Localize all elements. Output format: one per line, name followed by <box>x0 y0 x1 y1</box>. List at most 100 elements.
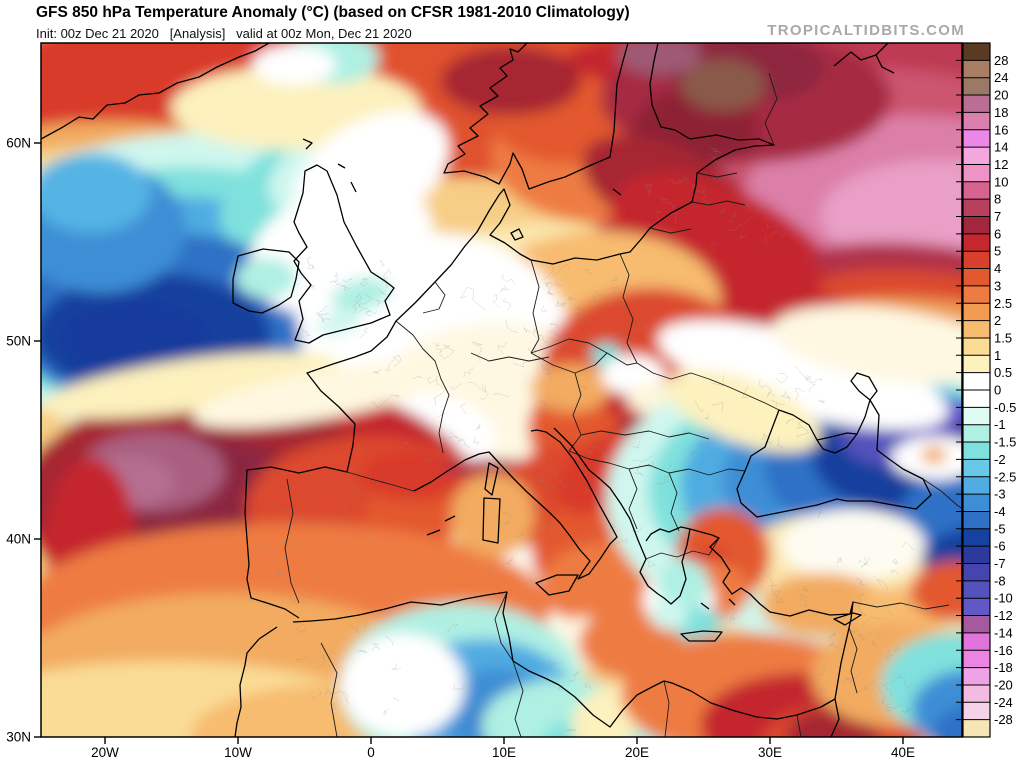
colorbar: 28 24 20 18 16 14 12 10 8 7 6 5 4 3 2.5 2 1.5 1 0.5 0 -0.5 -1… <box>956 42 1016 738</box>
colorbar-label: -5 <box>994 521 1006 536</box>
colorbar-swatch <box>963 216 990 235</box>
colorbar-swatch <box>963 719 990 738</box>
colorbar-label: 18 <box>994 105 1008 120</box>
colorbar-label: -12 <box>994 608 1013 623</box>
colorbar-label: -7 <box>994 556 1006 571</box>
coastlines <box>41 43 932 737</box>
colorbar-swatch <box>963 251 990 270</box>
colorbar-swatch <box>963 511 990 530</box>
colorbar-swatch <box>963 233 990 252</box>
colorbar-swatch <box>963 303 990 322</box>
colorbar-label: 28 <box>994 53 1008 68</box>
colorbar-label: 14 <box>994 140 1008 155</box>
colorbar-label: 3 <box>994 278 1001 293</box>
colorbar-swatch <box>963 615 990 634</box>
colorbar-label: 8 <box>994 192 1001 207</box>
colorbar-label: 0.5 <box>994 365 1012 380</box>
colorbar-label: 10 <box>994 174 1008 189</box>
colorbar-swatch <box>963 528 990 547</box>
colorbar-swatch <box>963 285 990 304</box>
colorbar-label: -1 <box>994 417 1006 432</box>
colorbar-swatch <box>963 702 990 721</box>
colorbar-label: -14 <box>994 625 1013 640</box>
colorbar-label: -6 <box>994 539 1006 554</box>
colorbar-swatch <box>963 43 990 61</box>
colorbar-swatch <box>963 563 990 582</box>
colorbar-label: -2 <box>994 452 1006 467</box>
colorbar-label: -8 <box>994 573 1006 588</box>
lon-label: 0 <box>367 745 375 757</box>
colorbar-label: -20 <box>994 677 1013 692</box>
colorbar-label: 4 <box>994 261 1001 276</box>
init-valid-line: Init: 00z Dec 21 2020 [Analysis] valid a… <box>36 26 412 41</box>
colorbar-label: -0.5 <box>994 400 1016 415</box>
admin-borders-texture <box>257 145 937 732</box>
colorbar-label: 24 <box>994 70 1008 85</box>
colorbar-outline <box>962 42 991 738</box>
colorbar-label: 1.5 <box>994 330 1012 345</box>
lon-label: 10E <box>492 745 516 757</box>
colorbar-label: 6 <box>994 226 1001 241</box>
lat-label: 30N <box>6 730 31 745</box>
colorbar-swatch <box>963 337 990 356</box>
colorbar-swatch <box>963 442 990 460</box>
colorbar-swatch <box>963 355 990 374</box>
colorbar-swatch <box>963 95 990 113</box>
colorbar-swatch <box>963 147 990 165</box>
colorbar-swatch <box>963 459 990 478</box>
colorbar-swatch <box>963 372 990 391</box>
colorbar-label: 1 <box>994 348 1001 363</box>
colorbar-swatch <box>963 476 990 495</box>
colorbar-swatch <box>963 181 990 200</box>
colorbar-label: -3 <box>994 487 1006 502</box>
lon-label: 40E <box>891 745 915 757</box>
watermark: TROPICALTIDBITS.COM <box>767 22 965 39</box>
colorbar-swatch <box>963 268 990 287</box>
colorbar-label: -2.5 <box>994 469 1016 484</box>
colorbar-swatch <box>963 129 990 148</box>
colorbar-swatch <box>963 77 990 96</box>
axes: 60N 50N 40N 30N 20W 10W 0 10E 20E 30E 40E <box>6 136 915 761</box>
lon-label: 10W <box>224 745 252 757</box>
colorbar-label: -28 <box>994 712 1013 727</box>
colorbar-swatch <box>963 494 990 512</box>
colorbar-swatch <box>963 424 990 443</box>
colorbar-label: -4 <box>994 504 1006 519</box>
colorbar-label: 20 <box>994 88 1008 103</box>
colorbar-label: -1.5 <box>994 435 1016 450</box>
colorbar-label: 16 <box>994 122 1008 137</box>
colorbar-swatch <box>963 684 990 703</box>
colorbar-label: 0 <box>994 383 1001 398</box>
colorbar-label: 12 <box>994 157 1008 172</box>
colorbar-swatch <box>963 199 990 217</box>
colorbar-label: 5 <box>994 244 1001 259</box>
colorbar-label: 2 <box>994 313 1001 328</box>
colorbar-label: 7 <box>994 209 1001 224</box>
lon-label: 20W <box>91 745 119 757</box>
lat-label: 60N <box>6 136 31 151</box>
colorbar-swatch <box>963 60 990 79</box>
colorbar-swatch <box>963 407 990 426</box>
colorbar-label: -24 <box>994 695 1013 710</box>
colorbar-swatch <box>963 164 990 183</box>
colorbar-label: 2.5 <box>994 296 1012 311</box>
colorbar-swatch <box>963 580 990 599</box>
lat-label: 50N <box>6 334 31 349</box>
lat-label: 40N <box>6 532 31 547</box>
country-borders <box>284 72 962 737</box>
page-title: GFS 850 hPa Temperature Anomaly (°C) (ba… <box>36 4 630 21</box>
lon-label: 20E <box>625 745 649 757</box>
colorbar-swatch <box>963 667 990 686</box>
colorbar-label: -10 <box>994 591 1013 606</box>
colorbar-swatch <box>963 546 990 564</box>
colorbar-swatch <box>963 598 990 617</box>
lon-label: 30E <box>758 745 782 757</box>
colorbar-swatch <box>963 632 990 651</box>
colorbar-swatch <box>963 112 990 131</box>
colorbar-label: -16 <box>994 643 1013 658</box>
colorbar-swatch <box>963 390 990 408</box>
colorbar-label: -18 <box>994 660 1013 675</box>
